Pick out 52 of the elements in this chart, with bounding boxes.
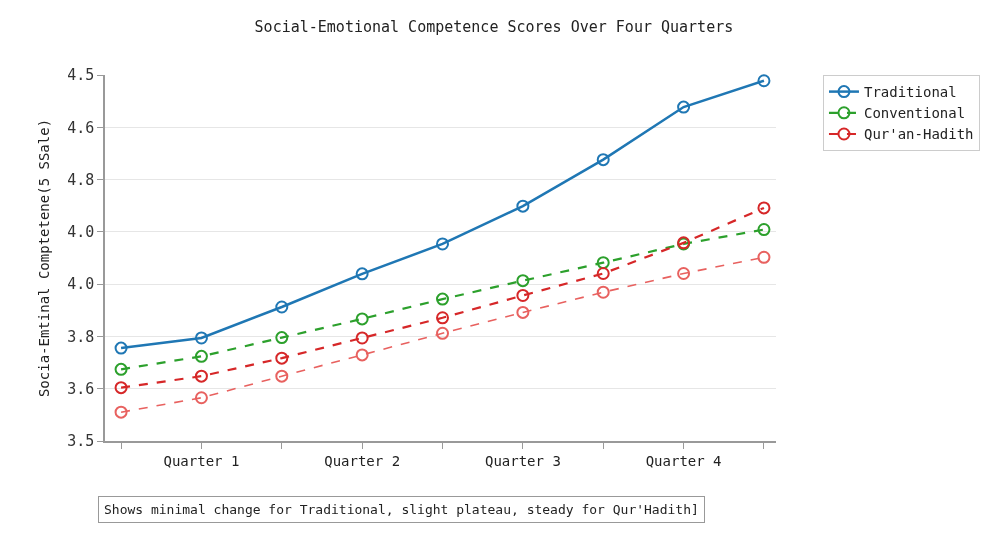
point	[516, 305, 530, 319]
legend-label: Qur'an-Hadith	[863, 126, 974, 143]
y-axis-title: Socia-Emtinal Comptetene(5 SSale)	[36, 118, 53, 398]
point	[596, 285, 610, 299]
text: 4.0	[67, 223, 95, 242]
point	[194, 391, 208, 405]
point	[677, 100, 691, 114]
point	[436, 311, 450, 325]
x-tick-label: Quarter 1	[163, 452, 240, 469]
text: 3.5	[67, 432, 95, 451]
point	[677, 266, 691, 280]
point	[194, 331, 208, 345]
point	[516, 274, 530, 288]
point	[275, 331, 289, 345]
chart-title: Social-Emotional Competence Scores Over Four Quarters	[254, 18, 734, 37]
point	[516, 288, 530, 302]
point	[355, 348, 369, 362]
text: 3.8	[67, 327, 95, 346]
point	[355, 312, 369, 326]
legend-label: Conventional	[863, 105, 966, 122]
point	[275, 300, 289, 314]
point	[757, 74, 771, 88]
point	[436, 292, 450, 306]
x-tick-label: Quarter 3	[484, 452, 561, 469]
point	[114, 341, 128, 355]
point	[355, 267, 369, 281]
point	[596, 153, 610, 167]
point	[355, 331, 369, 345]
point	[275, 351, 289, 365]
point	[436, 237, 450, 251]
text: 4.0	[67, 275, 95, 294]
point	[757, 223, 771, 237]
text: 4.6	[67, 118, 95, 137]
x-tick-label: Quarter 4	[645, 452, 722, 469]
text: Shows minimal change for Traditional, slight plateau, steady for Qur'Hadith]	[104, 502, 699, 517]
point	[275, 369, 289, 383]
point	[194, 369, 208, 383]
point	[757, 250, 771, 264]
point	[114, 405, 128, 419]
text: 3.6	[67, 379, 95, 398]
x-tick-label: Quarter 2	[324, 452, 401, 469]
point	[516, 199, 530, 213]
point	[194, 349, 208, 363]
legend-label: Traditional	[863, 84, 957, 101]
point	[596, 256, 610, 270]
point	[596, 266, 610, 280]
text: 4.8	[67, 170, 95, 189]
point	[114, 362, 128, 376]
point	[114, 381, 128, 395]
text: 4.5	[67, 66, 95, 85]
point	[436, 326, 450, 340]
point	[757, 201, 771, 215]
